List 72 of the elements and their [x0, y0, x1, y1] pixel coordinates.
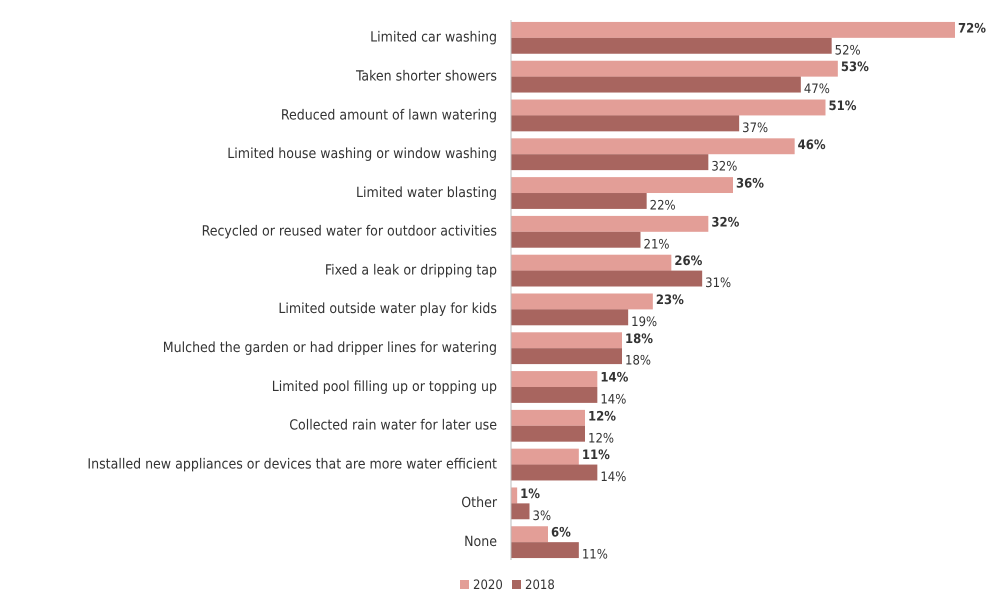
data-label: 47% — [804, 82, 830, 98]
data-label: 32% — [711, 160, 738, 175]
bar — [511, 526, 548, 542]
y-tick-label: Taken shorter showers — [355, 68, 497, 84]
y-tick-label: Mulched the garden or had dripper lines for watering — [162, 340, 497, 356]
data-label: 18% — [625, 332, 654, 347]
data-label: 3% — [532, 508, 552, 524]
y-tick-label: Recycled or reused water for outdoor activities — [202, 224, 497, 240]
data-label: 46% — [798, 138, 826, 153]
data-label: 14% — [600, 370, 629, 386]
data-label: 19% — [631, 314, 658, 330]
bar — [511, 270, 702, 287]
bar — [511, 386, 598, 403]
data-label: 14% — [600, 392, 626, 408]
bar — [511, 193, 647, 209]
data-label: 12% — [588, 431, 614, 446]
y-tick-label: Installed new appliances or devices that are more water efficient — [87, 456, 498, 472]
bar — [511, 232, 640, 248]
y-tick-label: Limited house washing or window washing — [227, 146, 497, 162]
bar — [511, 542, 579, 558]
data-label: 51% — [828, 99, 857, 114]
bar — [511, 60, 838, 77]
data-label: 11% — [582, 448, 610, 464]
data-label: 11% — [582, 548, 608, 563]
legend-label: 2020 — [473, 578, 503, 593]
bar — [511, 254, 672, 271]
bar — [511, 487, 518, 504]
bar — [511, 293, 653, 310]
bar — [511, 115, 740, 132]
y-tick-label: Limited pool filling up or topping up — [272, 378, 497, 395]
bar — [511, 503, 530, 520]
bar — [511, 76, 801, 93]
bar — [511, 448, 579, 465]
data-label: 23% — [656, 292, 684, 308]
y-tick-label: Reduced amount of lawn watering — [280, 107, 497, 124]
bar — [511, 426, 585, 442]
bar — [511, 371, 598, 387]
data-label: 12% — [588, 409, 616, 424]
bar — [511, 154, 708, 170]
legend-label: 2018 — [525, 578, 555, 593]
bar — [511, 38, 832, 54]
bar — [511, 100, 826, 116]
data-label: 37% — [742, 120, 768, 136]
data-label: 18% — [625, 354, 651, 369]
bar — [511, 177, 733, 194]
data-label: 52% — [834, 43, 861, 58]
data-label: 22% — [650, 198, 676, 214]
data-label: 31% — [705, 276, 732, 292]
y-tick-label: Collected rain water for later use — [289, 418, 498, 434]
y-tick-label: Fixed a leak or dripping tap — [324, 262, 497, 278]
data-label: 53% — [840, 60, 870, 76]
data-label: 32% — [711, 215, 740, 230]
y-tick-label: Limited car washing — [370, 30, 497, 46]
bar — [511, 348, 622, 364]
bar — [511, 216, 708, 232]
data-label: 1% — [520, 486, 540, 502]
bar — [511, 410, 585, 426]
y-tick-label: Limited outside water play for kids — [278, 301, 497, 318]
data-label: 21% — [644, 237, 670, 252]
data-label: 36% — [736, 176, 764, 192]
bar — [511, 309, 628, 326]
data-label: 14% — [600, 470, 626, 486]
bar — [511, 138, 795, 154]
y-tick-label: Other — [461, 495, 498, 512]
data-label: 6% — [551, 526, 572, 541]
bar — [511, 22, 955, 38]
data-label: 26% — [674, 254, 703, 270]
y-tick-label: Limited water blasting — [356, 184, 497, 201]
data-label: 72% — [958, 21, 986, 36]
y-tick-label: None — [464, 534, 498, 550]
bar — [511, 464, 598, 480]
bar — [511, 332, 622, 348]
